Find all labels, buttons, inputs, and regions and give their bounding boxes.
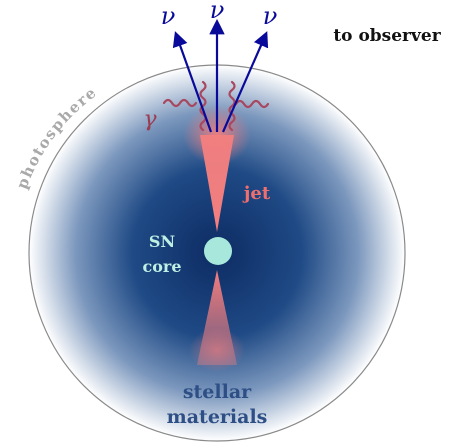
neutrino-arrow-right <box>221 31 269 133</box>
jet-upper-cone <box>200 135 234 232</box>
jet-label: jet <box>242 183 271 204</box>
gamma-waves <box>162 80 270 132</box>
stellar-materials-label-line2: materials <box>167 406 268 428</box>
gamma-wave-2 <box>199 80 207 132</box>
gamma-label: γ <box>143 107 157 132</box>
gamma-wave-4 <box>234 99 270 109</box>
neutrino-label-center: ν <box>210 0 225 24</box>
stellar-materials-label-line1: stellar <box>183 381 252 403</box>
neutrino-label-right: ν <box>263 2 278 30</box>
neutrino-arrow-left <box>172 31 213 133</box>
sn-core-label-line2: core <box>142 257 181 276</box>
to-observer-label: to observer <box>333 26 441 46</box>
gamma-wave-1 <box>162 98 198 108</box>
gamma-wave-3 <box>228 80 236 132</box>
jet-lower-cone <box>197 270 237 365</box>
sn-core <box>204 237 232 265</box>
sn-core-label-line1: SN <box>149 232 175 251</box>
neutrino-label-left: ν <box>161 2 176 30</box>
neutrino-arrows <box>172 18 269 133</box>
